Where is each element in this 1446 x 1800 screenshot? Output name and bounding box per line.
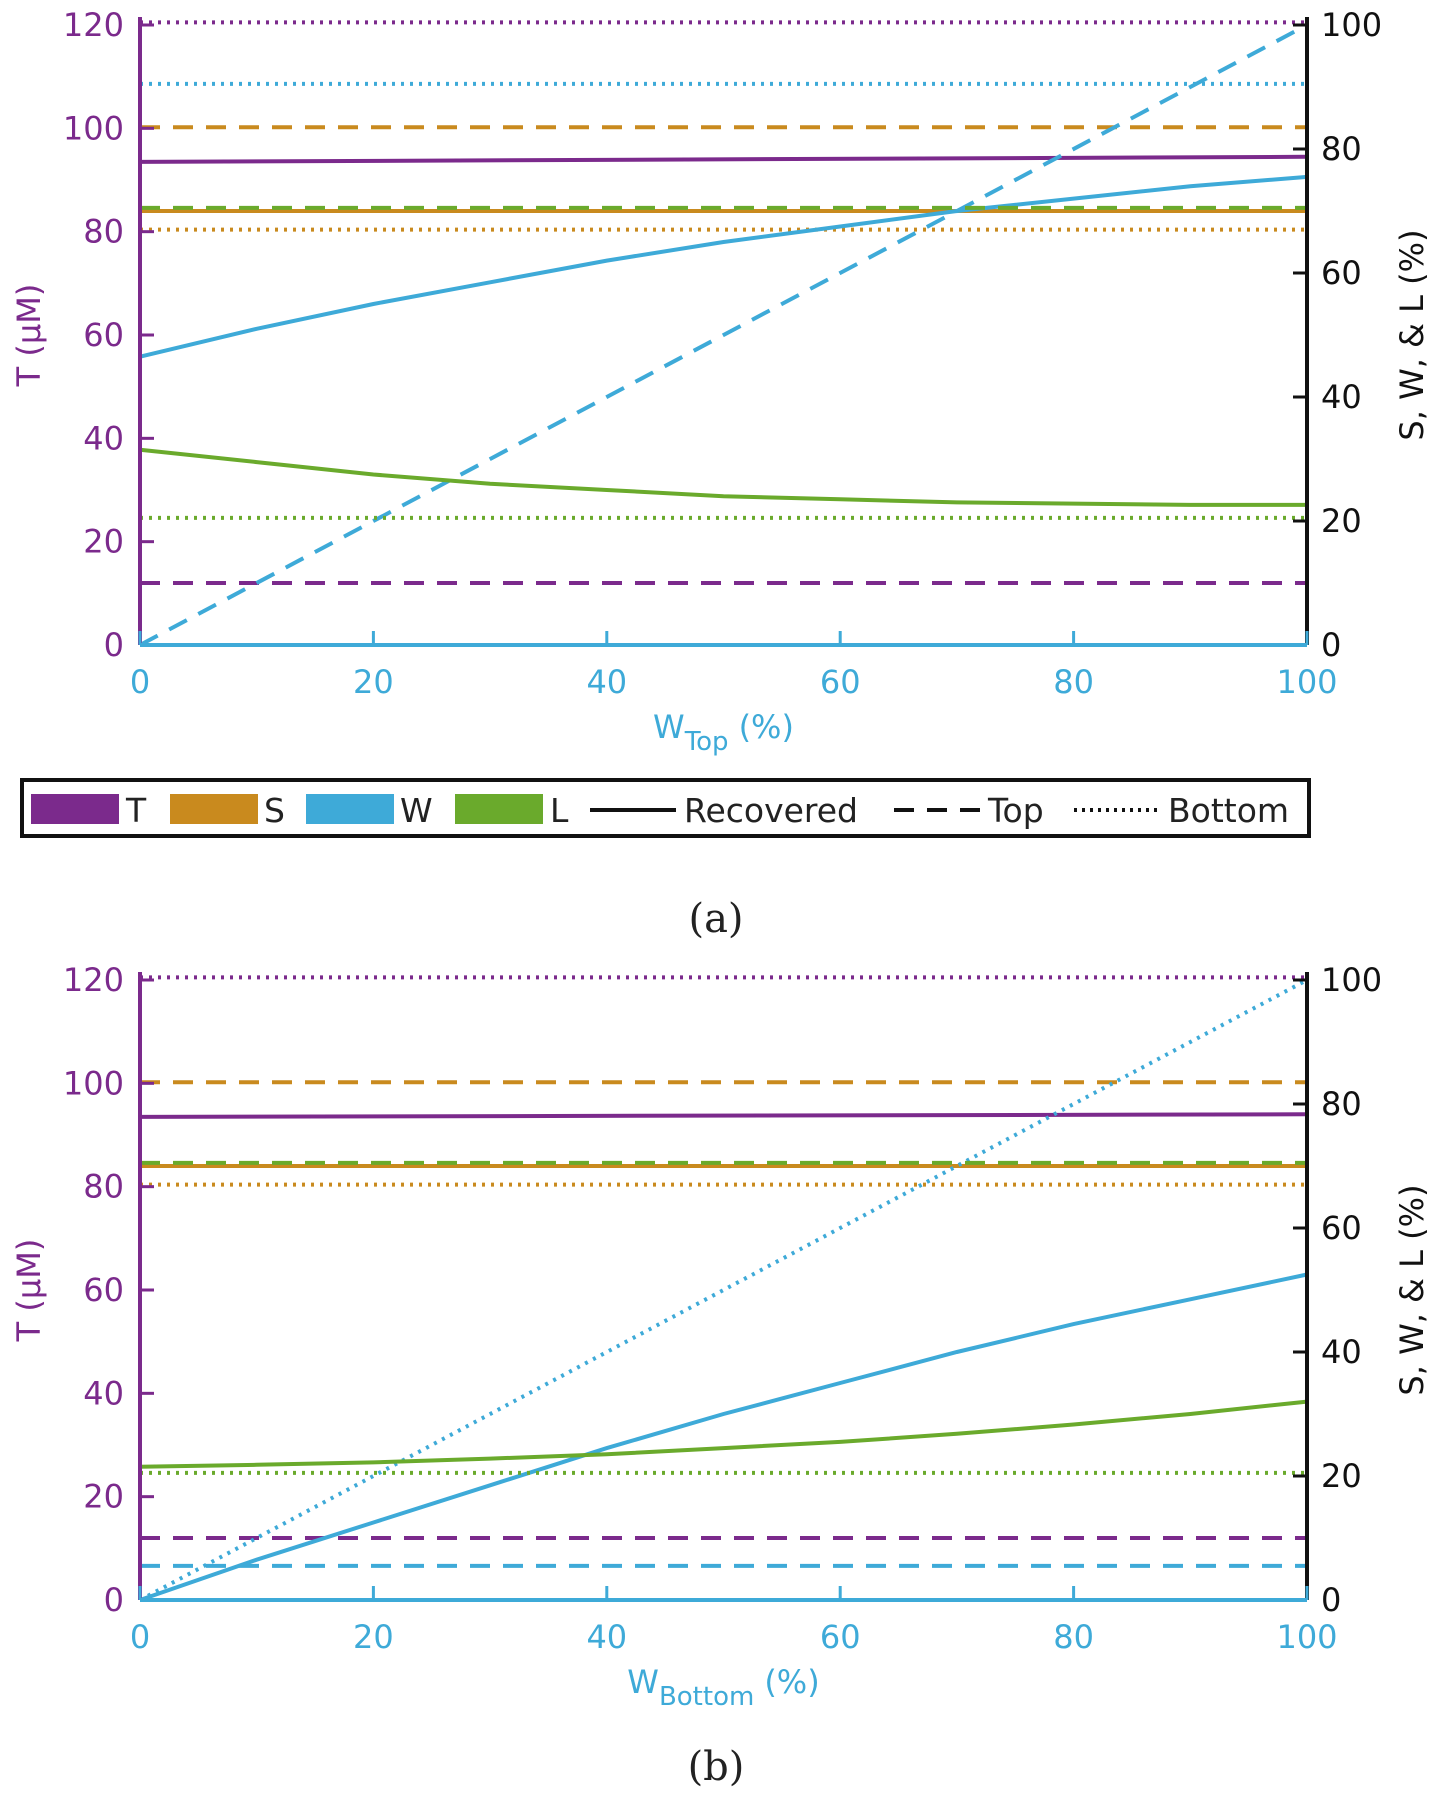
right-tick-label: 100 xyxy=(1321,961,1382,999)
bottom-tick-label: 20 xyxy=(353,1618,394,1656)
bottom-axis-label-sub: Bottom xyxy=(659,1682,754,1712)
series-w-recovered xyxy=(139,1272,1308,1602)
bottom-axis-label: WTop (%) xyxy=(653,708,794,757)
right-tick-label: 40 xyxy=(1321,378,1362,416)
bottom-tick-label: 0 xyxy=(130,663,150,701)
left-axis-label: T (μM) xyxy=(10,1239,48,1343)
bottom-axis-label-unit: (%) xyxy=(764,1663,819,1701)
legend: T S W L Recovered Top Bottom xyxy=(20,778,1311,838)
chart-panel-b: 0 20 40 60 80 100 120 T (μM) 0 20 40 60 80 100 S, W, &… xyxy=(10,961,1431,1712)
left-tick-label: 120 xyxy=(63,6,124,44)
bottom-axis-label-unit: (%) xyxy=(739,708,794,746)
left-tick-label: 20 xyxy=(83,523,124,561)
right-tick-label: 0 xyxy=(1321,626,1341,664)
right-tick-label: 0 xyxy=(1321,1581,1341,1619)
bottom-axis-label-main: W xyxy=(627,1663,659,1701)
caption-a: (a) xyxy=(688,896,743,942)
left-tick-label: 100 xyxy=(63,1064,124,1102)
series-t-recovered xyxy=(139,1112,1308,1119)
left-tick-label: 60 xyxy=(83,1271,124,1309)
bottom-tick-label: 100 xyxy=(1276,663,1337,701)
bottom-tick-label: 40 xyxy=(586,1618,627,1656)
legend-label-recovered: Recovered xyxy=(684,791,858,830)
bottom-tick-label: 0 xyxy=(130,1618,150,1656)
left-tick-label: 40 xyxy=(83,1374,124,1412)
series-w-top xyxy=(139,23,1308,647)
chart-panel-a: 0 20 40 60 80 100 120 T (μM) 0 20 40 60 80 100 S, W, &… xyxy=(10,6,1431,757)
bottom-axis-label: WBottom (%) xyxy=(627,1663,819,1712)
legend-swatch-s xyxy=(170,794,258,824)
bottom-tick-label: 60 xyxy=(820,663,861,701)
series-w-recovered xyxy=(139,174,1308,359)
series-w-bottom xyxy=(139,978,1308,1602)
left-axis-label: T (μM) xyxy=(10,284,48,388)
series-t-recovered xyxy=(139,154,1308,164)
bottom-tick-label: 100 xyxy=(1276,1618,1337,1656)
legend-label-top: Top xyxy=(987,791,1044,830)
bottom-tick-label: 80 xyxy=(1053,1618,1094,1656)
bottom-tick-label: 20 xyxy=(353,663,394,701)
left-tick-label: 100 xyxy=(63,109,124,147)
right-tick-label: 60 xyxy=(1321,1209,1362,1247)
right-axis-label: S, W, & L (%) xyxy=(1393,229,1431,440)
legend-swatch-t xyxy=(31,794,119,824)
left-tick-label: 120 xyxy=(63,961,124,999)
bottom-axis-label-main: W xyxy=(653,708,685,746)
left-tick-label: 20 xyxy=(83,1478,124,1516)
legend-label-w: W xyxy=(400,791,433,830)
left-tick-label: 60 xyxy=(83,316,124,354)
right-tick-label: 80 xyxy=(1321,1085,1362,1123)
bottom-tick-label: 80 xyxy=(1053,663,1094,701)
legend-label-s: S xyxy=(264,791,285,830)
legend-label-t: T xyxy=(125,791,147,830)
right-tick-label: 40 xyxy=(1321,1333,1362,1371)
right-tick-label: 60 xyxy=(1321,254,1362,292)
left-tick-label: 0 xyxy=(104,626,124,664)
right-tick-label: 100 xyxy=(1321,6,1382,44)
left-tick-label: 0 xyxy=(104,1581,124,1619)
caption-b: (b) xyxy=(688,1744,745,1790)
bottom-axis-label-sub: Top xyxy=(684,727,729,757)
right-tick-label: 20 xyxy=(1321,1457,1362,1495)
right-tick-label: 20 xyxy=(1321,502,1362,540)
right-axis-label: S, W, & L (%) xyxy=(1393,1184,1431,1395)
legend-label-bottom: Bottom xyxy=(1168,791,1289,830)
series-l-recovered xyxy=(139,1399,1308,1469)
legend-label-l: L xyxy=(550,791,569,830)
bottom-tick-label: 60 xyxy=(820,1618,861,1656)
bottom-tick-label: 40 xyxy=(586,663,627,701)
legend-swatch-l xyxy=(455,794,543,824)
left-tick-label: 40 xyxy=(83,419,124,457)
left-tick-label: 80 xyxy=(83,213,124,251)
series-l-recovered xyxy=(139,447,1307,507)
legend-swatch-w xyxy=(306,794,394,824)
left-tick-label: 80 xyxy=(83,1168,124,1206)
right-tick-label: 80 xyxy=(1321,130,1362,168)
